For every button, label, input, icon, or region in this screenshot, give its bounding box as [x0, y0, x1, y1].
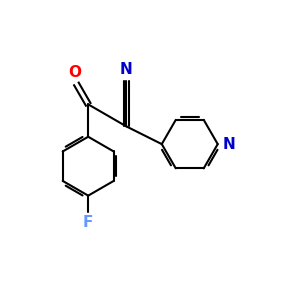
Text: O: O	[68, 65, 81, 80]
Text: N: N	[222, 136, 235, 152]
Text: N: N	[120, 62, 133, 77]
Text: F: F	[83, 215, 93, 230]
